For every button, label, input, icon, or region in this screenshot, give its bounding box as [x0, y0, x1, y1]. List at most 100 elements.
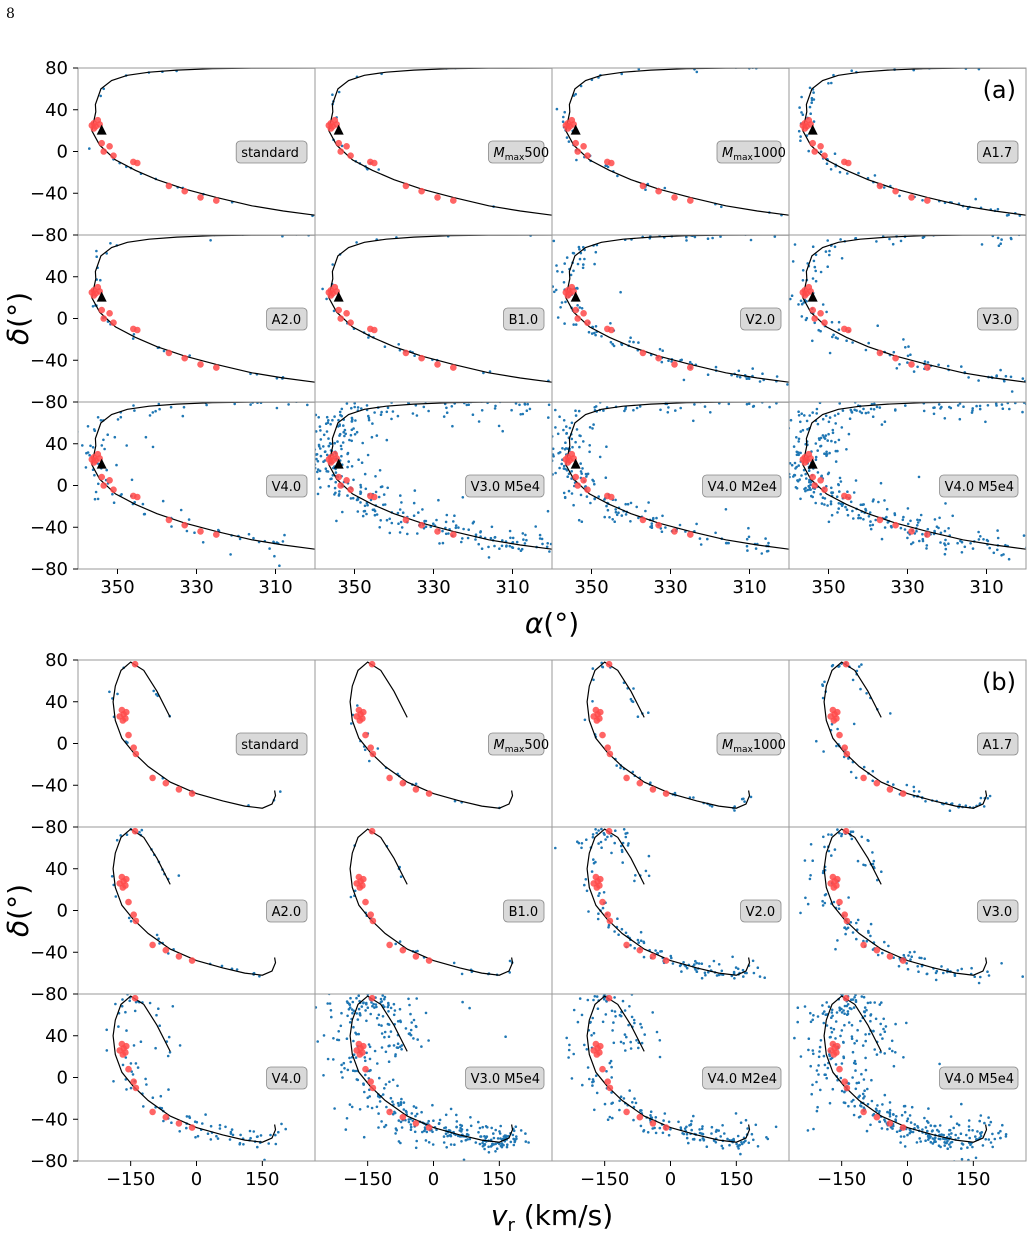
- star-point: [358, 1012, 362, 1015]
- star-point: [112, 501, 116, 505]
- star-point: [391, 1100, 394, 1103]
- star-point: [693, 963, 696, 966]
- star-point: [824, 250, 828, 253]
- star-point: [102, 87, 105, 91]
- star-point: [859, 1104, 862, 1107]
- star-point: [300, 408, 303, 411]
- star-point: [133, 1009, 137, 1013]
- observed-point: [671, 361, 678, 368]
- star-point: [355, 1012, 359, 1015]
- star-point: [341, 441, 345, 444]
- star-point: [939, 541, 942, 544]
- star-point: [431, 1130, 434, 1134]
- star-point: [816, 1015, 820, 1018]
- star-point: [860, 411, 864, 415]
- label-box: [977, 732, 1019, 756]
- observed-point: [830, 884, 838, 891]
- star-point: [592, 678, 595, 682]
- star-point: [340, 407, 344, 411]
- star-point: [483, 1143, 487, 1146]
- star-point: [723, 1132, 726, 1135]
- observed-point: [327, 125, 335, 132]
- orbit-curve: [112, 661, 277, 809]
- star-point: [797, 129, 801, 133]
- star-point: [564, 300, 567, 304]
- label-box: [939, 474, 1019, 498]
- star-point: [845, 448, 848, 451]
- star-point: [700, 976, 704, 980]
- star-point: [131, 1073, 135, 1076]
- star-point: [888, 1108, 892, 1112]
- star-point: [929, 1135, 932, 1138]
- star-point: [790, 463, 794, 467]
- star-point: [754, 547, 758, 550]
- subplot-label: A1.7: [977, 732, 1019, 756]
- star-point: [807, 1037, 811, 1040]
- star-point: [488, 393, 491, 396]
- star-point: [871, 769, 875, 773]
- star-point: [829, 502, 833, 506]
- observed-point: [821, 152, 828, 159]
- observed-point: [564, 292, 572, 299]
- star-point: [993, 1137, 997, 1141]
- star-point: [902, 515, 905, 519]
- star-point: [312, 442, 315, 445]
- star-point: [576, 840, 579, 843]
- star-point: [793, 243, 797, 246]
- star-point: [715, 974, 719, 977]
- star-point: [809, 1020, 813, 1024]
- star-point: [845, 339, 848, 343]
- star-point: [259, 1134, 263, 1137]
- star-point: [632, 340, 635, 344]
- star-point: [162, 349, 166, 353]
- star-point: [583, 1043, 586, 1047]
- observed-point: [834, 1042, 841, 1050]
- star-point: [881, 1103, 884, 1106]
- star-point: [431, 1143, 435, 1146]
- progenitor-marker: [333, 291, 344, 302]
- star-point: [711, 236, 714, 240]
- star-point: [690, 1119, 693, 1123]
- star-point: [388, 531, 392, 535]
- star-point: [387, 1060, 391, 1063]
- star-point: [378, 469, 382, 472]
- star-point: [820, 502, 824, 505]
- star-point: [838, 1009, 842, 1012]
- star-point: [269, 229, 272, 232]
- star-point: [786, 449, 789, 452]
- observed-point: [687, 364, 694, 371]
- star-point: [187, 518, 191, 521]
- star-point: [944, 502, 947, 505]
- star-point: [409, 1125, 413, 1129]
- star-point: [376, 747, 380, 750]
- orbit-curve: [823, 995, 988, 1143]
- star-point: [567, 140, 571, 143]
- star-point: [661, 349, 664, 353]
- star-point: [1004, 399, 1007, 402]
- star-point: [341, 510, 344, 514]
- star-point: [518, 403, 521, 407]
- star-point: [803, 859, 807, 862]
- star-point: [974, 1156, 978, 1160]
- star-point: [825, 453, 829, 456]
- star-point: [806, 902, 810, 906]
- star-point: [706, 373, 710, 377]
- star-point: [822, 1054, 826, 1058]
- star-point: [358, 1108, 362, 1111]
- star-point: [468, 1006, 471, 1010]
- star-point: [566, 475, 569, 479]
- star-point: [580, 846, 583, 850]
- star-point: [188, 1116, 192, 1120]
- star-point: [981, 1144, 985, 1147]
- star-point: [367, 1043, 371, 1046]
- star-point: [340, 144, 344, 148]
- star-point: [907, 954, 910, 957]
- star-point: [825, 162, 829, 165]
- star-point: [840, 832, 844, 836]
- star-point: [364, 1059, 367, 1063]
- star-point: [453, 514, 456, 517]
- star-point: [945, 1141, 948, 1145]
- star-point: [837, 320, 841, 324]
- star-point: [392, 1044, 396, 1047]
- star-point: [704, 973, 707, 977]
